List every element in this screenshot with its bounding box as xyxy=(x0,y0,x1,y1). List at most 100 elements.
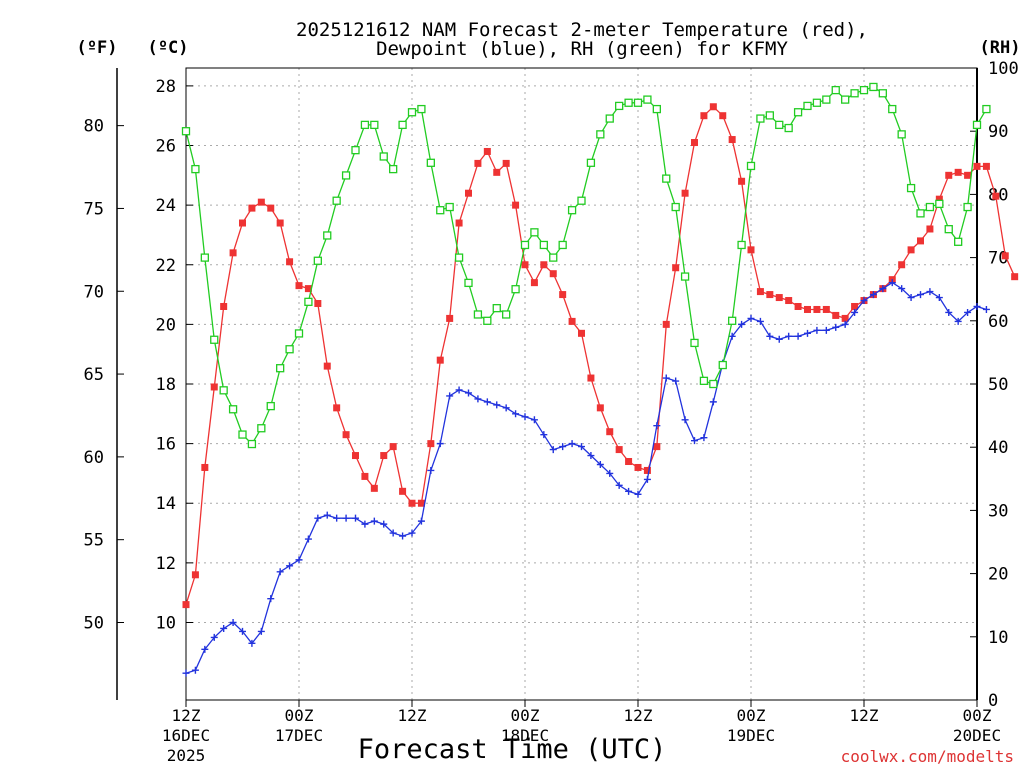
temperature-point xyxy=(643,466,651,474)
temperature-point xyxy=(804,305,811,313)
series-line xyxy=(185,281,987,674)
time-tick-hour: 12Z xyxy=(398,706,427,725)
temperature-point xyxy=(794,302,802,310)
rh-point xyxy=(483,316,492,325)
temperature-point xyxy=(474,159,482,167)
temperature-point xyxy=(964,171,972,179)
temperature-point xyxy=(267,204,275,212)
rh-point xyxy=(520,240,530,250)
time-tick-date: 19DEC xyxy=(727,726,775,745)
dewpoint-point xyxy=(483,398,491,406)
dewpoint-point xyxy=(314,514,322,522)
temperature-point xyxy=(945,171,953,179)
temperature-point xyxy=(907,246,915,254)
temperature-point xyxy=(276,219,284,227)
temperature-point xyxy=(493,168,501,176)
series-1 xyxy=(182,279,990,677)
time-tick-hour: 00Z xyxy=(285,706,314,725)
temperature-point xyxy=(700,112,708,120)
dewpoint-point xyxy=(276,568,284,576)
x-axis-title: Forecast Time (UTC) xyxy=(358,734,667,765)
dewpoint-point xyxy=(964,308,972,316)
rh-point xyxy=(718,360,727,370)
temperature-point xyxy=(380,452,388,460)
rh-point xyxy=(925,202,935,212)
rh-point xyxy=(323,231,332,240)
temperature-point xyxy=(813,305,821,313)
time-tick-hour: 00Z xyxy=(737,706,766,725)
rh-point xyxy=(822,95,831,104)
rh-point xyxy=(257,424,266,433)
temperature-point xyxy=(239,219,246,227)
rh-point xyxy=(530,228,539,237)
watermark: coolwx.com/modelts xyxy=(841,747,1014,766)
dewpoint-point xyxy=(578,443,585,451)
temperature-point xyxy=(295,282,303,290)
rh-point xyxy=(360,120,370,130)
gridlines xyxy=(186,68,977,700)
dewpoint-point xyxy=(352,514,359,522)
temperature-point xyxy=(756,288,764,296)
rh-point xyxy=(935,199,944,209)
temperature-point xyxy=(521,261,529,269)
c-tick-label: 14 xyxy=(156,494,176,514)
rh-point xyxy=(775,120,784,130)
rh-point xyxy=(370,120,379,130)
dewpoint-point xyxy=(926,288,934,296)
temperature-point xyxy=(672,264,680,272)
dewpoint-point xyxy=(587,452,595,460)
temperature-point xyxy=(210,383,218,391)
dewpoint-point xyxy=(954,317,962,325)
dewpoint-point xyxy=(653,422,661,430)
time-tick-year: 2025 xyxy=(167,746,206,765)
rh-point xyxy=(398,120,407,130)
rh-point xyxy=(850,89,859,98)
time-tick-hour: 00Z xyxy=(963,706,992,725)
dewpoint-point xyxy=(747,314,755,322)
rh-point xyxy=(643,95,652,104)
rh-point xyxy=(558,240,567,250)
rh-tick-label: 20 xyxy=(988,565,1008,585)
rh-point xyxy=(869,82,878,92)
dewpoint-point xyxy=(945,308,953,316)
dewpoint-point xyxy=(813,326,821,334)
dewpoint-point xyxy=(935,294,943,302)
temperature-point xyxy=(248,204,256,212)
dewpoint-point xyxy=(474,395,482,403)
dewpoint-point xyxy=(794,332,802,340)
c-tick-label: 10 xyxy=(156,613,176,633)
c-tick-label: 18 xyxy=(156,375,176,395)
rh-point xyxy=(492,304,501,313)
rh-point xyxy=(436,206,445,215)
dewpoint-point xyxy=(540,431,548,439)
rh-point xyxy=(841,95,850,104)
dewpoint-point xyxy=(559,443,567,451)
fahrenheit-ticks: 50 55 60 65 70 75 80 xyxy=(84,117,124,633)
temperature-point xyxy=(841,314,849,322)
dewpoint-point xyxy=(568,440,576,448)
dewpoint-point xyxy=(493,401,501,409)
temperature-point xyxy=(935,195,943,203)
rh-point xyxy=(671,202,680,212)
dewpoint-point xyxy=(342,514,350,522)
rh-point xyxy=(426,158,435,167)
dewpoint-point xyxy=(465,389,472,397)
rh-point xyxy=(784,123,793,133)
rh-point xyxy=(511,285,520,294)
dewpoint-point xyxy=(596,460,604,468)
rh-point xyxy=(417,104,426,114)
temperature-point xyxy=(502,159,510,167)
dewpoint-point xyxy=(625,487,633,495)
dewpoint-point xyxy=(257,627,265,635)
time-tick-date: 18DEC xyxy=(501,726,549,745)
dewpoint-point xyxy=(917,291,924,299)
rh-point xyxy=(944,225,953,234)
dewpoint-point xyxy=(643,475,651,483)
temperature-point xyxy=(191,571,199,579)
rh-point xyxy=(238,430,247,439)
temperature-point xyxy=(286,258,294,266)
temperature-point xyxy=(483,147,491,155)
dewpoint-point xyxy=(860,297,868,305)
